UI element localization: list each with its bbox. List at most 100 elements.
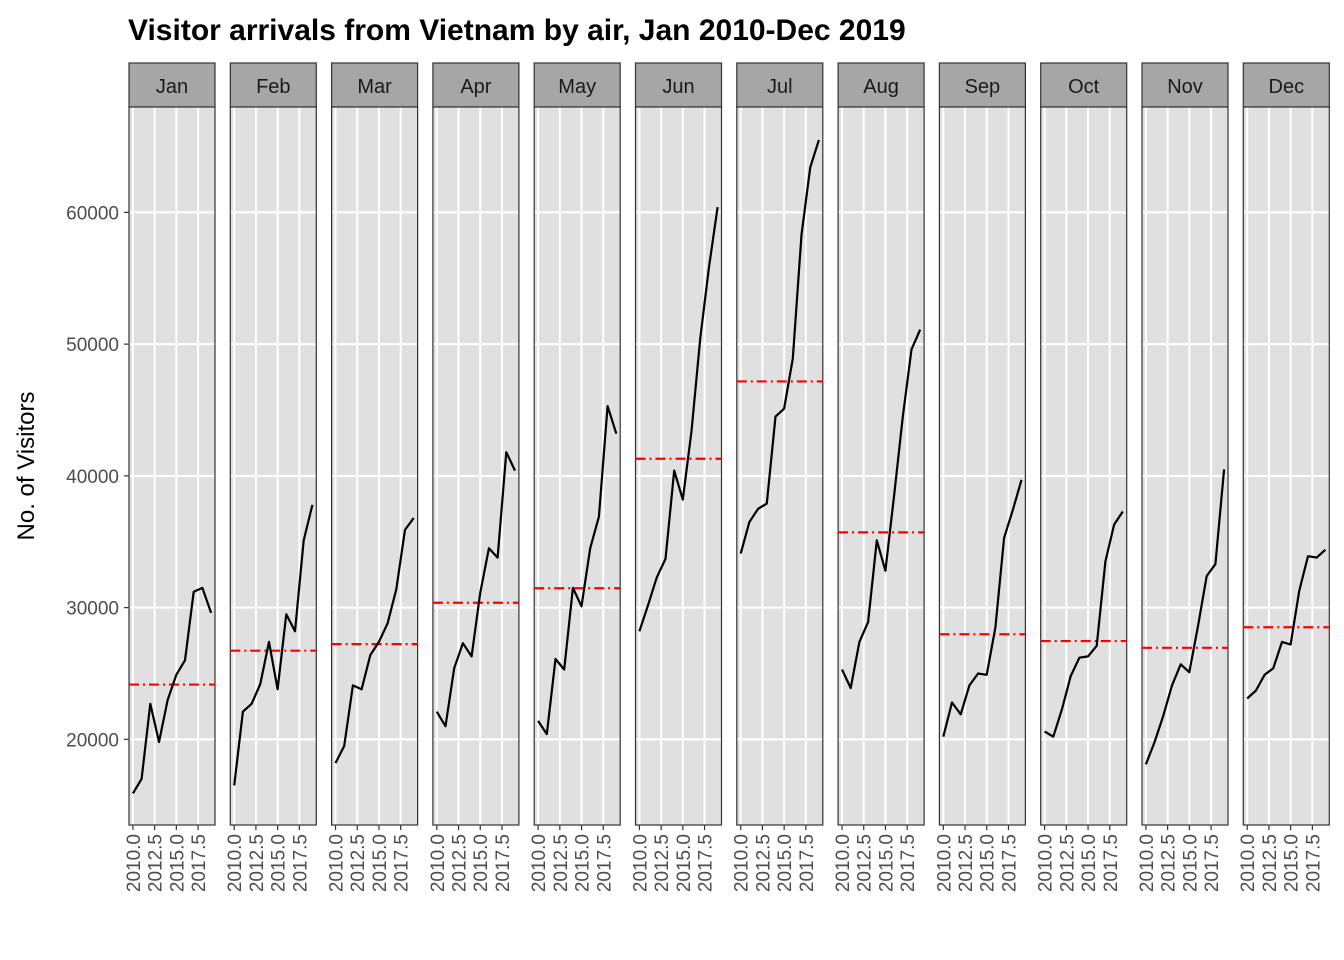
- x-tick-label: 2017.5: [797, 834, 818, 892]
- facet-strip: [1242, 62, 1330, 108]
- x-tick-label: 2012.5: [652, 834, 673, 892]
- facet-strip: [128, 62, 216, 108]
- facet-strip-label: Jun: [662, 76, 694, 98]
- x-tick-label: 2015.0: [471, 834, 492, 892]
- series-line: [1044, 510, 1124, 738]
- x-tick-label: 2010.0: [732, 834, 753, 892]
- x-tick-label: 2012.5: [1159, 834, 1180, 892]
- x-tick-label: 2015.0: [1079, 834, 1100, 892]
- x-tick-label: 2015.0: [1282, 834, 1303, 892]
- facet-panel-aug: Aug 2010.0 2012.5 2015.0 2017.5: [833, 62, 925, 892]
- x-tick-label: 2010.0: [1137, 834, 1158, 892]
- x-tick-label: 2010.0: [934, 834, 955, 892]
- series-line: [334, 517, 415, 764]
- facet-strip-label: Mar: [357, 76, 392, 98]
- facet-strip: [432, 62, 520, 108]
- x-tick-label: 2017.5: [898, 834, 919, 892]
- x-tick-label: 2015.0: [167, 834, 188, 892]
- x-tick-label: 2015.0: [370, 834, 391, 892]
- panel-border: [634, 106, 723, 826]
- x-tick-label: 2010.0: [630, 834, 651, 892]
- panel-border: [331, 106, 419, 826]
- x-tick-label: 2017.5: [290, 834, 311, 892]
- y-tick-label: 50000: [66, 335, 119, 356]
- facet-strip-label: Jan: [156, 76, 188, 98]
- x-tick-label: 2017.5: [1101, 834, 1122, 892]
- panel-border: [128, 106, 216, 826]
- x-tick-label: 2010.0: [529, 834, 550, 892]
- panel-background: [1243, 107, 1330, 825]
- panel-border: [1040, 106, 1128, 826]
- facet-panel-feb: Feb 2010.0 2012.5 2015.0 2017.5: [225, 62, 317, 892]
- x-tick-label: 2012.5: [855, 834, 876, 892]
- x-tick-label: 2010.0: [225, 834, 246, 892]
- y-axis-ticks: 20000 30000 40000 50000 60000: [66, 203, 129, 751]
- x-tick-label: 2017.5: [493, 834, 514, 892]
- series-line: [739, 139, 820, 554]
- facet-panel-apr: Apr 2010.0 2012.5 2015.0 2017.5: [428, 62, 520, 892]
- panel-border: [1141, 106, 1229, 826]
- panel-border: [1242, 106, 1330, 826]
- x-tick-label: 2010.0: [1036, 834, 1057, 892]
- x-tick-label: 2012.5: [450, 834, 471, 892]
- x-tick-label: 2012.5: [753, 834, 774, 892]
- series-line: [638, 206, 719, 632]
- panel-border: [938, 106, 1027, 826]
- x-tick-label: 2012.5: [146, 834, 167, 892]
- facet-strip-label: May: [558, 76, 596, 98]
- series-line: [1144, 469, 1226, 765]
- y-tick-label: 30000: [66, 599, 119, 620]
- panel-background: [736, 107, 823, 825]
- x-tick-label: 2017.5: [999, 834, 1020, 892]
- facet-strip: [1141, 62, 1229, 108]
- x-tick-label: 2010.0: [327, 834, 348, 892]
- x-tick-label: 2015.0: [573, 834, 594, 892]
- facet-strip-label: Jul: [767, 76, 793, 98]
- panel-border: [432, 106, 520, 826]
- series-line: [1246, 548, 1327, 700]
- x-tick-label: 2012.5: [956, 834, 977, 892]
- x-tick-label: 2010.0: [833, 834, 854, 892]
- panel-background: [129, 107, 215, 825]
- y-axis-label: No. of Visitors: [13, 392, 40, 541]
- panel-background: [230, 107, 317, 825]
- series-line: [131, 586, 213, 794]
- y-tick-label: 20000: [66, 730, 119, 751]
- x-tick-label: 2015.0: [876, 834, 897, 892]
- facet-strip-label: Aug: [863, 76, 899, 98]
- x-tick-label: 2017.5: [189, 834, 210, 892]
- facet-strip: [736, 62, 824, 108]
- series-line: [841, 329, 922, 690]
- facet-strip-label: Dec: [1269, 76, 1305, 98]
- facet-strip-label: Feb: [256, 76, 290, 98]
- x-tick-label: 2012.5: [247, 834, 268, 892]
- x-tick-label: 2015.0: [1180, 834, 1201, 892]
- panel-border: [533, 106, 621, 826]
- facet-panel-may: May 2010.0 2012.5 2015.0 2017.5: [529, 62, 621, 892]
- x-tick-label: 2017.5: [1202, 834, 1223, 892]
- facet-strip-label: Sep: [965, 76, 1001, 98]
- x-tick-label: 2017.5: [696, 834, 717, 892]
- x-tick-label: 2017.5: [594, 834, 615, 892]
- x-tick-label: 2012.5: [1260, 834, 1281, 892]
- panel-background: [939, 107, 1026, 825]
- facet-strip-label: Oct: [1068, 76, 1100, 98]
- facet-strip: [634, 62, 723, 108]
- chart-title: Visitor arrivals from Vietnam by air, Ja…: [128, 14, 906, 47]
- facet-panel-sep: Sep 2010.0 2012.5 2015.0 2017.5: [934, 62, 1027, 892]
- facet-panel-nov: Nov 2010.0 2012.5 2015.0 2017.5: [1137, 62, 1229, 892]
- series-line: [435, 451, 516, 728]
- facet-strip: [533, 62, 621, 108]
- panel-background: [838, 107, 925, 825]
- x-tick-label: 2015.0: [775, 834, 796, 892]
- facet-panel-jul: Jul 2010.0 2012.5 2015.0 2017.5: [732, 62, 824, 892]
- panel-background: [635, 107, 722, 825]
- facet-strip: [229, 62, 317, 108]
- x-tick-label: 2015.0: [269, 834, 290, 892]
- panel-background: [1040, 107, 1127, 825]
- series-line: [537, 405, 618, 736]
- x-tick-label: 2012.5: [551, 834, 572, 892]
- facet-strip-label: Nov: [1167, 76, 1203, 98]
